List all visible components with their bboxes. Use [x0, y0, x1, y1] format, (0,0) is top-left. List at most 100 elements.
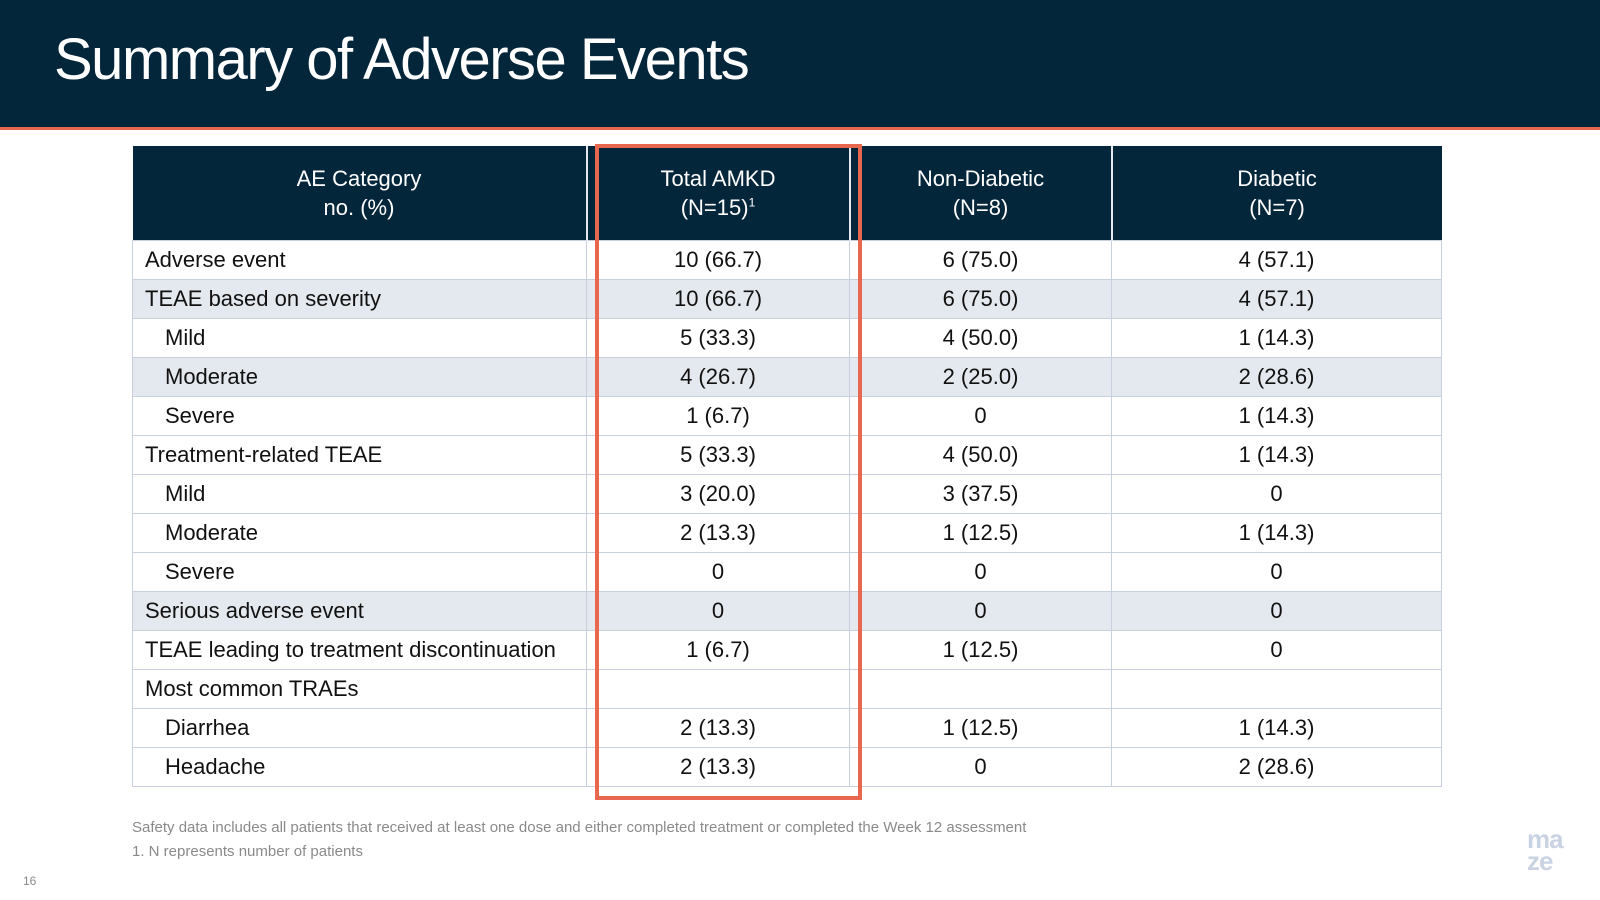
total-amkd-cell: 10 (66.7) — [586, 279, 850, 319]
column-header-subtitle: no. (%) — [133, 193, 586, 222]
table-body: Adverse event 10 (66.7) 6 (75.0) 4 (57.1) TE… — [132, 240, 1442, 787]
total-amkd-cell: 4 (26.7) — [586, 357, 850, 397]
non-diabetic-cell: 2 (25.0) — [849, 357, 1112, 397]
table-row: Diarrhea 2 (13.3) 1 (12.5) 1 (14.3) — [132, 708, 1442, 748]
row-label: Moderate — [132, 513, 587, 553]
column-header-subtitle: (N=7) — [1113, 193, 1442, 222]
column-header-1: Total AMKD (N=15)1 — [586, 146, 851, 241]
page-title: Summary of Adverse Events — [54, 27, 750, 92]
total-amkd-cell — [586, 669, 850, 709]
non-diabetic-cell: 4 (50.0) — [849, 435, 1112, 475]
row-label: TEAE leading to treatment discontinuatio… — [132, 630, 587, 670]
maze-logo-icon: ma ze — [1527, 824, 1587, 877]
non-diabetic-cell: 1 (12.5) — [849, 708, 1112, 748]
row-label: Mild — [132, 318, 587, 358]
row-label: Treatment-related TEAE — [132, 435, 587, 475]
footnotes: Safety data includes all patients that r… — [132, 816, 1026, 864]
row-label: Headache — [132, 747, 587, 787]
footnote-marker: 1 — [748, 195, 756, 210]
diabetic-cell: 0 — [1111, 552, 1442, 592]
maze-logo-graphic: ma ze — [1527, 824, 1565, 876]
column-header-2: Non-Diabetic (N=8) — [849, 146, 1113, 241]
total-amkd-cell: 5 (33.3) — [586, 435, 850, 475]
row-label: TEAE based on severity — [132, 279, 587, 319]
non-diabetic-cell: 4 (50.0) — [849, 318, 1112, 358]
footnote-safety: Safety data includes all patients that r… — [132, 819, 1027, 836]
total-amkd-cell: 1 (6.7) — [586, 630, 850, 670]
diabetic-cell: 0 — [1111, 474, 1442, 514]
adverse-events-table-container: AE Category no. (%) Total AMKD (N=15)1 Non-D… — [132, 146, 1442, 787]
non-diabetic-cell: 1 (12.5) — [849, 630, 1112, 670]
diabetic-cell: 0 — [1111, 630, 1442, 670]
total-amkd-cell: 3 (20.0) — [586, 474, 850, 514]
table-row: TEAE leading to treatment discontinuatio… — [132, 630, 1442, 670]
diabetic-cell: 2 (28.6) — [1111, 747, 1442, 787]
footnote-n-definition: 1. N represents number of patients — [132, 843, 363, 860]
total-amkd-cell: 5 (33.3) — [586, 318, 850, 358]
diabetic-cell: 4 (57.1) — [1111, 240, 1442, 280]
diabetic-cell — [1111, 669, 1442, 709]
column-header-n: (N=15) — [680, 195, 749, 220]
diabetic-cell: 1 (14.3) — [1111, 318, 1442, 358]
diabetic-cell: 2 (28.6) — [1111, 357, 1442, 397]
table-row: Severe 0 0 0 — [132, 552, 1442, 592]
column-header-title: Diabetic — [1237, 166, 1317, 191]
table-row: Adverse event 10 (66.7) 6 (75.0) 4 (57.1) — [132, 240, 1442, 280]
total-amkd-cell: 2 (13.3) — [586, 747, 850, 787]
column-header-n: (N=7) — [1249, 195, 1305, 220]
row-label: Severe — [132, 552, 587, 592]
table-row: Moderate 4 (26.7) 2 (25.0) 2 (28.6) — [132, 357, 1442, 397]
table-row: Serious adverse event 0 0 0 — [132, 591, 1442, 631]
maze-logo-bottom: ze — [1527, 846, 1553, 872]
total-amkd-cell: 0 — [586, 591, 850, 631]
row-label: Mild — [132, 474, 587, 514]
non-diabetic-cell: 0 — [849, 747, 1112, 787]
maze-logo-top: ma — [1527, 828, 1564, 854]
column-header-3: Diabetic (N=7) — [1111, 146, 1442, 241]
row-label: Serious adverse event — [132, 591, 587, 631]
table-row: Most common TRAEs — [132, 669, 1442, 709]
table-row: Mild 5 (33.3) 4 (50.0) 1 (14.3) — [132, 318, 1442, 358]
column-header-0: AE Category no. (%) — [132, 146, 588, 241]
diabetic-cell: 1 (14.3) — [1111, 396, 1442, 436]
non-diabetic-cell: 1 (12.5) — [849, 513, 1112, 553]
non-diabetic-cell: 3 (37.5) — [849, 474, 1112, 514]
column-header-title: Total AMKD — [660, 166, 776, 191]
table-row: Mild 3 (20.0) 3 (37.5) 0 — [132, 474, 1442, 514]
non-diabetic-cell: 0 — [849, 591, 1112, 631]
row-label: Adverse event — [132, 240, 587, 280]
table-row: Headache 2 (13.3) 0 2 (28.6) — [132, 747, 1442, 787]
total-amkd-cell: 1 (6.7) — [586, 396, 850, 436]
row-label: Most common TRAEs — [132, 669, 587, 709]
row-label: Diarrhea — [132, 708, 587, 748]
table-row: TEAE based on severity 10 (66.7) 6 (75.0) 4… — [132, 279, 1442, 319]
diabetic-cell: 1 (14.3) — [1111, 435, 1442, 475]
total-amkd-cell: 2 (13.3) — [586, 708, 850, 748]
diabetic-cell: 1 (14.3) — [1111, 708, 1442, 748]
total-amkd-cell: 0 — [586, 552, 850, 592]
total-amkd-cell: 10 (66.7) — [586, 240, 850, 280]
title-bar: Summary of Adverse Events — [0, 0, 1600, 130]
non-diabetic-cell: 6 (75.0) — [849, 240, 1112, 280]
non-diabetic-cell: 6 (75.0) — [849, 279, 1112, 319]
row-label: Moderate — [132, 357, 587, 397]
column-header-title: Non-Diabetic — [916, 166, 1045, 191]
table-row: Treatment-related TEAE 5 (33.3) 4 (50.0) 1 … — [132, 435, 1442, 475]
column-header-n: (N=8) — [952, 195, 1009, 220]
table-row: Severe 1 (6.7) 0 1 (14.3) — [132, 396, 1442, 436]
row-label: Severe — [132, 396, 587, 436]
adverse-events-table: AE Category no. (%) Total AMKD (N=15)1 Non-D… — [132, 146, 1442, 787]
diabetic-cell: 1 (14.3) — [1111, 513, 1442, 553]
non-diabetic-cell — [849, 669, 1112, 709]
diabetic-cell: 4 (57.1) — [1111, 279, 1442, 319]
diabetic-cell: 0 — [1111, 591, 1442, 631]
column-header-subtitle: (N=15)1 — [588, 193, 849, 222]
column-header-n: no. (%) — [323, 195, 395, 220]
column-header-title: AE Category — [296, 166, 422, 191]
page-number: 16 — [23, 874, 37, 888]
table-row: Moderate 2 (13.3) 1 (12.5) 1 (14.3) — [132, 513, 1442, 553]
table-header-row: AE Category no. (%) Total AMKD (N=15)1 Non-D… — [132, 146, 1442, 241]
non-diabetic-cell: 0 — [849, 396, 1112, 436]
total-amkd-cell: 2 (13.3) — [586, 513, 850, 553]
column-header-subtitle: (N=8) — [851, 193, 1111, 222]
